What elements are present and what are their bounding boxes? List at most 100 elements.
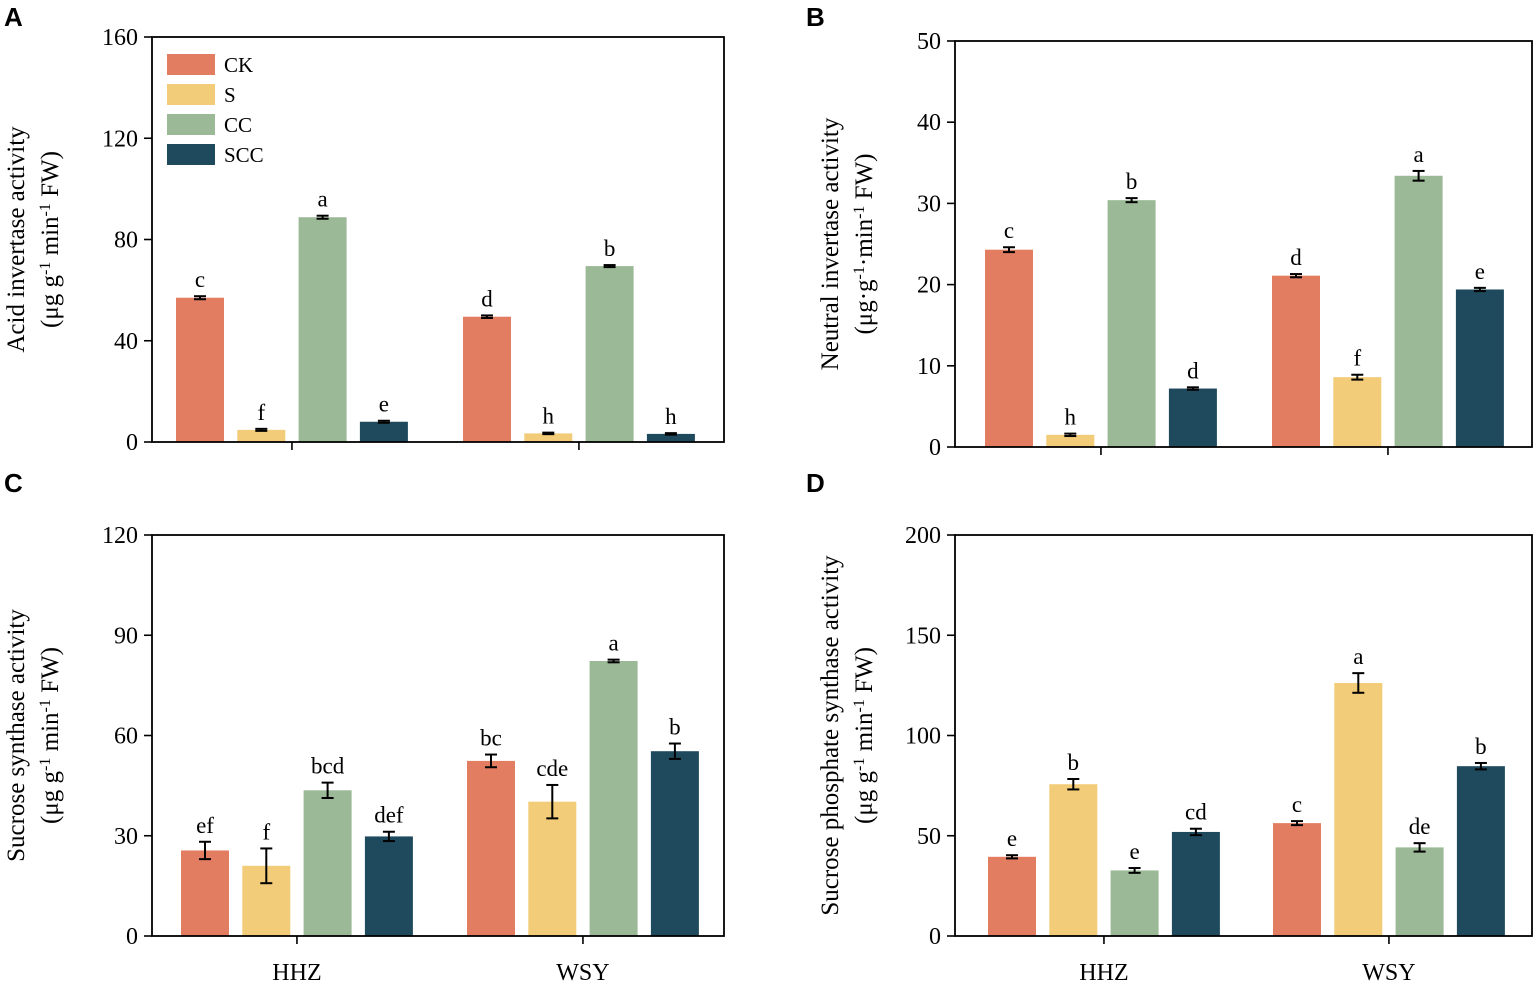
- y-tick-label: 120: [102, 126, 138, 152]
- unit-text: min: [851, 712, 878, 758]
- legend-label: S: [224, 83, 236, 107]
- unit-text: (μg g: [37, 770, 64, 823]
- y-tick-label: 30: [114, 824, 138, 850]
- significance-letter: b: [1126, 169, 1138, 194]
- panel-letter: B: [806, 2, 825, 32]
- significance-letter: d: [481, 286, 493, 311]
- unit-superscript: -1: [37, 758, 54, 771]
- bar-ck-hhz: [988, 856, 1036, 936]
- bar-cc-wsy: [589, 660, 638, 936]
- significance-letter: de: [1409, 814, 1431, 839]
- y-axis-unit: (μg·g-1·min-1 FW): [851, 153, 879, 334]
- x-tick-label: HHZ: [1079, 960, 1128, 981]
- y-tick-label: 90: [114, 623, 138, 649]
- significance-letter: d: [1290, 245, 1302, 270]
- bars: e c b a e de cd b: [988, 644, 1505, 936]
- significance-letter: c: [195, 267, 205, 292]
- bar-ck-hhz: [181, 850, 229, 936]
- legend-swatch-ck: [167, 54, 215, 75]
- unit-superscript: -1: [37, 699, 54, 712]
- panel-d: D 0 50 100 150 200 e c b a e de cd b HHZ WSY Sucrose pho…: [806, 468, 1533, 981]
- significance-letter: cd: [1185, 800, 1207, 825]
- significance-letter: e: [379, 392, 389, 417]
- significance-letter: f: [262, 819, 270, 844]
- unit-superscript: -1: [851, 206, 868, 219]
- significance-letter: c: [1292, 792, 1302, 817]
- bar-cc-hhz: [1107, 200, 1156, 447]
- bar-s-wsy: [524, 433, 573, 442]
- bar-s-wsy: [528, 801, 577, 936]
- x-tick-label: HHZ: [272, 960, 321, 981]
- bar-cc-wsy: [1395, 847, 1444, 936]
- bar-s-hhz: [1046, 434, 1095, 447]
- plot-frame: [954, 40, 1533, 448]
- bar-scc-wsy: [650, 751, 699, 936]
- y-tick-label: 10: [917, 354, 941, 380]
- panel-letter: C: [4, 468, 23, 498]
- unit-text: FW): [851, 153, 878, 205]
- significance-letter: e: [1129, 839, 1139, 864]
- unit-superscript: -1: [37, 262, 54, 275]
- significance-letter: b: [604, 236, 616, 261]
- unit-superscript: -1: [851, 699, 868, 712]
- y-axis-unit: (μg g-1 min-1 FW): [851, 647, 879, 824]
- y-tick-label: 50: [917, 824, 941, 850]
- significance-letter: b: [1475, 734, 1487, 759]
- unit-text: (μg·g: [851, 279, 878, 335]
- significance-letter: b: [669, 715, 681, 740]
- significance-letter: f: [1353, 346, 1361, 371]
- y-tick-label: 200: [905, 523, 941, 549]
- bar-cc-wsy: [1394, 175, 1443, 448]
- y-tick-label: 100: [905, 724, 941, 750]
- y-tick-label: 0: [126, 924, 138, 950]
- y-tick-label: 0: [126, 430, 138, 456]
- bar-ck-wsy: [1273, 823, 1321, 936]
- bar-ck-hhz: [176, 297, 224, 442]
- panel-letter: A: [4, 2, 23, 32]
- bars: c d f h a b e h: [176, 187, 695, 442]
- panel-c: C 0 30 60 90 120 ef bc f cde bcd a def b HHZ WSY Sucrose…: [3, 468, 725, 981]
- bar-ck-wsy: [467, 760, 515, 936]
- significance-letter: bc: [480, 726, 502, 751]
- significance-letter: a: [1353, 644, 1363, 669]
- unit-text: min: [37, 216, 64, 262]
- x-tick-label: WSY: [556, 960, 609, 981]
- bar-cc-hhz: [1110, 870, 1159, 936]
- panel-letter: D: [806, 468, 825, 498]
- y-tick-label: 0: [929, 435, 941, 461]
- y-tick-label: 150: [905, 623, 941, 649]
- y-axis-label: Acid invertase activity: [3, 126, 30, 353]
- bar-s-hhz: [237, 429, 286, 442]
- unit-text: FW): [851, 647, 878, 699]
- bar-s-wsy: [1334, 682, 1383, 936]
- unit-text: (μg g: [37, 274, 64, 327]
- significance-letter: e: [1007, 826, 1017, 851]
- bar-ck-wsy: [1272, 275, 1320, 447]
- legend-label: SCC: [224, 143, 264, 167]
- bar-scc-hhz: [1168, 388, 1217, 447]
- y-axis-unit: (μg g-1 min-1 FW): [37, 151, 65, 328]
- plot-frame: [954, 534, 1533, 937]
- significance-letter: a: [608, 631, 618, 656]
- y-tick-label: 40: [917, 110, 941, 136]
- y-axis-unit: (μg g-1 min-1 FW): [37, 647, 65, 824]
- significance-letter: d: [1187, 358, 1199, 383]
- significance-letter: ef: [196, 813, 214, 838]
- significance-letter: cde: [536, 756, 568, 781]
- bar-ck-wsy: [463, 316, 511, 442]
- unit-text: FW): [37, 151, 64, 203]
- significance-letter: b: [1068, 750, 1080, 775]
- legend-label: CC: [224, 113, 252, 137]
- bar-cc-hhz: [303, 790, 352, 936]
- legend-swatch-scc: [167, 144, 215, 165]
- bar-s-hhz: [1049, 784, 1098, 936]
- unit-text: min: [37, 712, 64, 758]
- y-axis-label: Neutral invertase activity: [817, 117, 844, 370]
- bar-scc-wsy: [1456, 766, 1505, 936]
- significance-letter: a: [1413, 142, 1423, 167]
- y-tick-label: 0: [929, 924, 941, 950]
- significance-letter: f: [257, 400, 265, 425]
- y-tick-label: 120: [102, 523, 138, 549]
- significance-letter: e: [1475, 259, 1485, 284]
